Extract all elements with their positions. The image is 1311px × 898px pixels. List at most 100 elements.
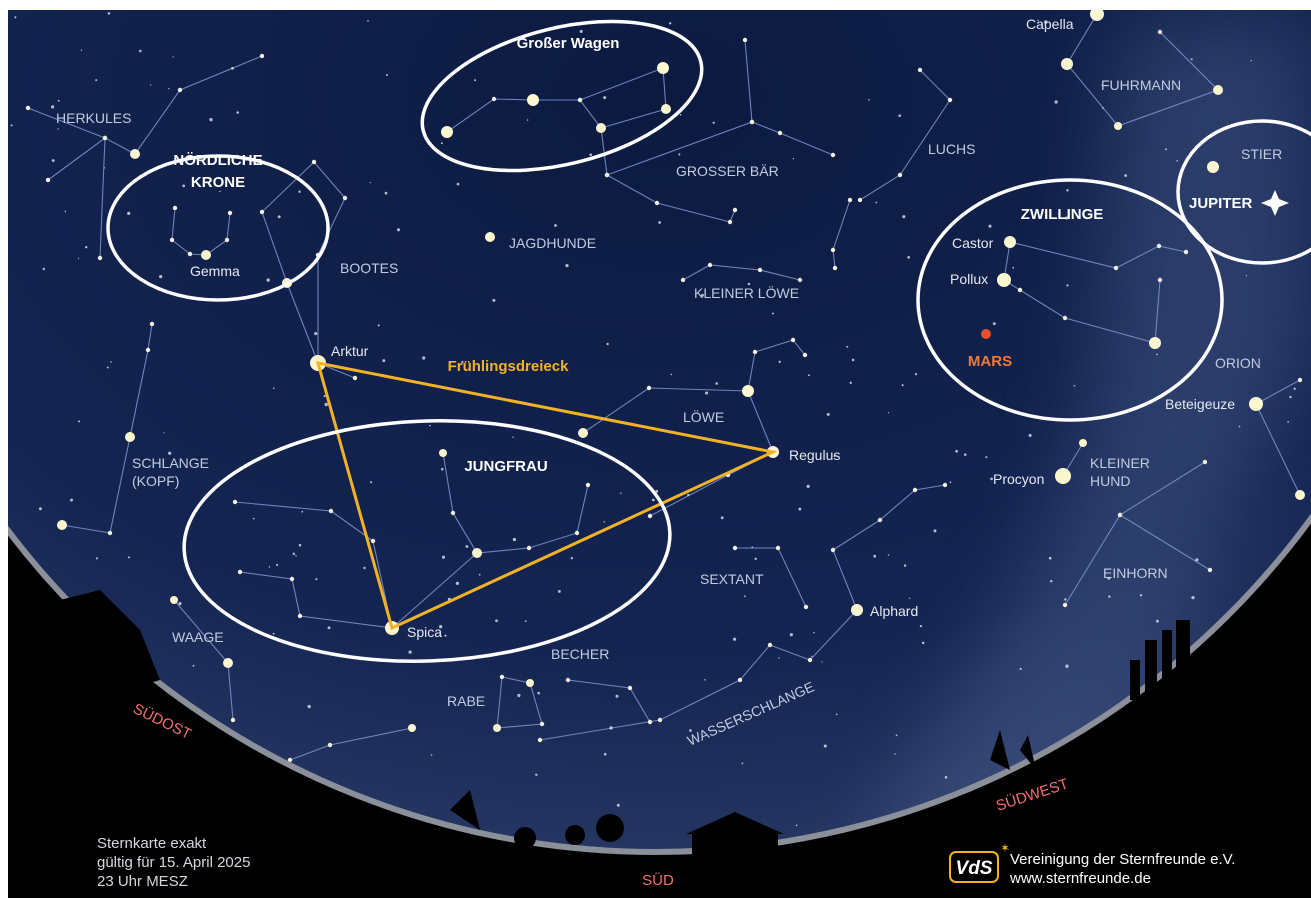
star-dot xyxy=(46,178,50,182)
faint-star xyxy=(431,754,433,756)
faint-star xyxy=(441,142,443,144)
faint-star xyxy=(193,665,195,667)
faint-star xyxy=(603,521,605,523)
star-dot xyxy=(776,546,780,550)
faint-star xyxy=(456,582,459,585)
star-dot xyxy=(233,500,237,504)
faint-star xyxy=(1156,620,1159,623)
sky xyxy=(0,0,1311,898)
highlight-label: Großer Wagen xyxy=(517,35,620,52)
faint-star xyxy=(902,215,905,218)
faint-star xyxy=(1140,594,1142,596)
faint-star xyxy=(811,656,812,657)
star-dot xyxy=(451,511,455,515)
bright-star xyxy=(170,596,178,604)
faint-star xyxy=(104,167,105,168)
bright-star xyxy=(1295,490,1305,500)
constellation-label: WAAGE xyxy=(172,629,224,645)
faint-star xyxy=(78,420,80,422)
faint-star xyxy=(808,374,810,376)
faint-star xyxy=(687,494,689,496)
star-dot xyxy=(681,278,685,282)
faint-star xyxy=(554,224,557,227)
faint-star xyxy=(57,128,58,129)
star-dot xyxy=(1157,244,1161,248)
constellation-label: LUCHS xyxy=(928,141,975,157)
faint-star xyxy=(658,221,661,224)
bright-star xyxy=(472,548,482,558)
star-dot xyxy=(1208,568,1212,572)
faint-star xyxy=(269,566,271,568)
faint-star xyxy=(465,545,468,548)
star-dot xyxy=(647,386,651,390)
faint-star xyxy=(836,714,838,716)
faint-star xyxy=(378,324,380,326)
faint-star xyxy=(868,99,870,101)
faint-star xyxy=(721,516,724,519)
star-dot xyxy=(328,743,332,747)
star-label: Alphard xyxy=(870,603,918,619)
highlight-label: Frühlingsdreieck xyxy=(448,358,570,375)
star-dot xyxy=(858,198,862,202)
faint-star xyxy=(43,268,45,270)
star-dot xyxy=(655,201,659,205)
star-label: Gemma xyxy=(190,263,240,279)
faint-star xyxy=(64,211,66,213)
star-dot xyxy=(108,531,112,535)
star-dot xyxy=(343,196,347,200)
bright-star xyxy=(596,123,606,133)
faint-star xyxy=(382,359,385,362)
faint-star xyxy=(934,529,937,532)
constellation-label: HERKULES xyxy=(56,110,131,126)
star-dot xyxy=(371,539,375,543)
star-dot xyxy=(1018,288,1022,292)
star-label: Procyon xyxy=(993,471,1044,487)
faint-star xyxy=(660,719,662,721)
faint-star xyxy=(558,590,561,593)
constellation-label: KLEINER LÖWE xyxy=(694,284,799,301)
faint-star xyxy=(604,753,607,756)
faint-star xyxy=(715,382,718,385)
bright-star xyxy=(485,232,495,242)
faint-star xyxy=(1176,160,1178,162)
star-dot xyxy=(1298,378,1302,382)
faint-star xyxy=(385,192,388,195)
bright-star xyxy=(657,62,669,74)
star-dot xyxy=(238,570,242,574)
star-dot xyxy=(146,348,150,352)
faint-star xyxy=(580,30,583,33)
star-dot xyxy=(648,514,652,518)
star-dot xyxy=(791,338,795,342)
constellation-label: STIER xyxy=(1241,146,1282,162)
faint-star xyxy=(52,159,55,162)
faint-star xyxy=(1239,426,1241,428)
constellation-label: ORION xyxy=(1215,355,1261,371)
bright-star xyxy=(408,724,416,732)
bright-star xyxy=(439,449,447,457)
faint-star xyxy=(315,578,317,580)
star-dot xyxy=(913,488,917,492)
star-dot xyxy=(708,263,712,267)
bright-star xyxy=(1213,85,1223,95)
star-dot xyxy=(173,206,177,210)
faint-star xyxy=(1065,665,1068,668)
direction-label: SÜD xyxy=(642,871,674,889)
faint-star xyxy=(301,511,303,513)
faint-star xyxy=(85,246,87,248)
faint-star xyxy=(1108,595,1110,597)
star-dot xyxy=(1118,513,1122,517)
faint-star xyxy=(273,633,275,635)
constellation-label: GROSSER BÄR xyxy=(676,163,779,179)
faint-star xyxy=(920,625,922,627)
faint-star xyxy=(367,20,369,22)
star-label: Castor xyxy=(952,235,994,251)
faint-star xyxy=(139,50,142,53)
website[interactable]: www.sternfreunde.de xyxy=(1009,870,1151,887)
faint-star xyxy=(888,554,890,556)
faint-star xyxy=(1012,267,1014,269)
star-dot xyxy=(808,658,812,662)
constellation-label: SCHLANGE xyxy=(132,455,209,471)
star-dot xyxy=(738,678,742,682)
page: Sternkarte {"highlights": {"grosser_wage… xyxy=(0,0,1311,898)
faint-star xyxy=(95,79,97,81)
